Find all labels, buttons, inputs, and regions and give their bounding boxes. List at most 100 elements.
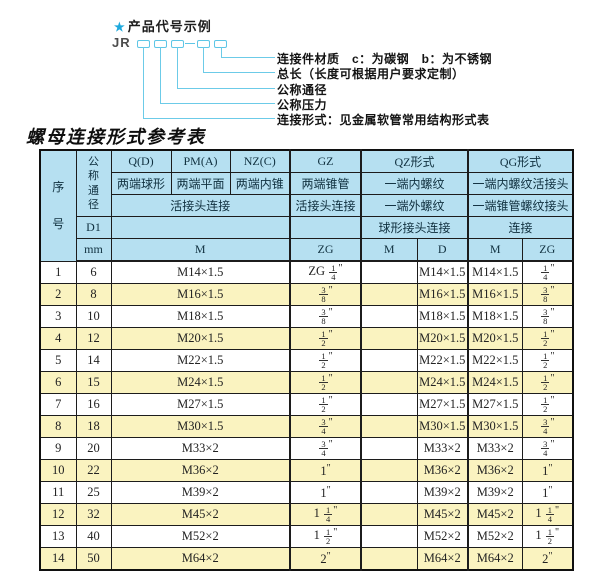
header-gz: GZ (289, 149, 362, 173)
product-code-diagram: ★ 产品代号示例 JR 连接件材质 c：为碳钢 b：为不锈钢 总长（长度可根据用户… (0, 0, 600, 145)
cell-qg_m: M33×2 (467, 437, 523, 460)
table-row: 5 14 M22×1.5 1 2 " M22×1.5 M22×1.5 1 2 " (39, 349, 574, 372)
cell-qg_m: M64×2 (467, 547, 523, 571)
table-row: 13 40 M52×2 1 1 2 " M52×2 M52×2 1 1 2 " (39, 525, 574, 548)
cell-qz_m (360, 459, 418, 482)
cell-dn: 14 (75, 349, 112, 372)
cell-qg_zg: 3 8 " (521, 305, 574, 328)
cell-qg_zg: 1 1 2 " (521, 525, 574, 548)
nut-connection-table: 序号 公称通径 Q(D) PM(A) NZ(C) GZ QZ形式 QG形式 两端… (39, 149, 574, 571)
cell-seq: 5 (39, 349, 77, 372)
cell-gz: 1" (289, 481, 362, 504)
cell-qz_m (360, 371, 418, 394)
cell-qz_d: M18×1.5 (416, 305, 469, 328)
cell-dn: 10 (75, 305, 112, 328)
cell-qg_zg: 1 2 " (521, 327, 574, 350)
cell-m: M16×1.5 (110, 283, 291, 306)
cell-qg_m: M27×1.5 (467, 393, 523, 416)
cell-qz_d: M39×2 (416, 481, 469, 504)
cell-gz: ZG 1 4 " (289, 260, 362, 284)
table-row: 9 20 M33×2 3 4 " M33×2 M33×2 3 4 " (39, 437, 574, 460)
header-unit-qg-zg: ZG (521, 238, 574, 262)
cell-gz: 3 4 " (289, 415, 362, 438)
cell-seq: 12 (39, 503, 77, 526)
cell-m: M20×1.5 (110, 327, 291, 350)
label-pressure: 公称压力 (277, 98, 328, 112)
table-title: 螺母连接形式参考表 (26, 127, 206, 147)
header-gz-conn: 活接头连接 (289, 194, 362, 217)
cell-seq: 2 (39, 283, 77, 306)
cell-qz_m (360, 481, 418, 504)
header-row-4: D1 球形接头连接 连接 (40, 216, 574, 239)
diagram-title: ★ 产品代号示例 (114, 16, 212, 35)
table-row: 8 18 M30×1.5 3 4 " M30×1.5 M30×1.5 3 4 " (39, 415, 574, 438)
cell-qz_m (360, 349, 418, 372)
cell-qz_m (360, 415, 418, 438)
cell-qg_m: M36×2 (467, 459, 523, 482)
code-prefix: JR (112, 35, 131, 50)
connector-line-form (143, 47, 275, 119)
table-row: 2 8 M16×1.5 3 8 " M16×1.5 M16×1.5 3 8 " (39, 283, 574, 306)
cell-m: M30×1.5 (110, 415, 291, 438)
cell-gz: 1 2 " (289, 371, 362, 394)
cell-dn: 6 (75, 260, 112, 284)
header-unit-qz-d: D (416, 238, 469, 262)
cell-qz_d: M64×2 (416, 547, 469, 571)
header-empty-gz (289, 216, 362, 239)
cell-qg_m: M30×1.5 (467, 415, 523, 438)
header-qg-conn2: 连接 (467, 216, 574, 239)
cell-qz_m (360, 393, 418, 416)
cell-dn: 15 (75, 371, 112, 394)
cell-qg_m: M39×2 (467, 481, 523, 504)
star-icon: ★ (114, 20, 126, 34)
header-nz-c: NZ(C) (229, 149, 291, 173)
table-row: 4 12 M20×1.5 1 2 " M20×1.5 M20×1.5 1 2 " (39, 327, 574, 350)
cell-qg_zg: 3 8 " (521, 283, 574, 306)
cell-dn: 32 (75, 503, 112, 526)
header-qg-ends: 一端内螺纹活接头 (467, 172, 574, 195)
cell-m: M33×2 (110, 437, 291, 460)
cell-dn: 18 (75, 415, 112, 438)
cell-qg_zg: 1 2 " (521, 371, 574, 394)
cell-seq: 1 (39, 260, 77, 284)
table-row: 11 25 M39×2 1" M39×2 M39×2 1" (39, 481, 574, 504)
cell-m: M39×2 (110, 481, 291, 504)
cell-qg_zg: 3 4 " (521, 437, 574, 460)
cell-qz_m (360, 305, 418, 328)
code-box-5 (214, 40, 227, 48)
cell-dn: 50 (75, 547, 112, 571)
cell-qz_d: M14×1.5 (416, 260, 469, 284)
cell-qz_d: M33×2 (416, 437, 469, 460)
header-pm-ends: 两端平面 (170, 172, 231, 195)
cell-qg_m: M52×2 (467, 525, 523, 548)
cell-seq: 4 (39, 327, 77, 350)
cell-dn: 12 (75, 327, 112, 350)
header-qg-form: QG形式 (467, 149, 574, 173)
cell-qz_m (360, 503, 418, 526)
connector-line-material (221, 47, 275, 58)
header-row-3: 活接头连接 活接头连接 一端外螺纹 一端锥管螺纹接头 (40, 194, 574, 217)
cell-qg_m: M22×1.5 (467, 349, 523, 372)
header-row-2: 两端球形 两端平面 两端内锥 两端锥管 一端内螺纹 一端内螺纹活接头 (40, 172, 574, 195)
header-qz-ends: 一端内螺纹 (360, 172, 469, 195)
cell-qz_d: M36×2 (416, 459, 469, 482)
cell-qg_m: M16×1.5 (467, 283, 523, 306)
cell-gz: 3 8 " (289, 283, 362, 306)
cell-qg_zg: 1 1 4 " (521, 503, 574, 526)
table-row: 1 6 M14×1.5 ZG 1 4 " M14×1.5 M14×1.5 1 4 " (39, 260, 574, 284)
connector-line-length (203, 47, 275, 73)
header-unit-m: M (110, 238, 291, 262)
cell-dn: 16 (75, 393, 112, 416)
cell-qz_d: M45×2 (416, 503, 469, 526)
cell-gz: 1 2 " (289, 349, 362, 372)
connector-line-diameter (177, 47, 275, 89)
header-q-ends: 两端球形 (110, 172, 172, 195)
cell-qz_m (360, 283, 418, 306)
table-row: 12 32 M45×2 1 1 4 " M45×2 M45×2 1 1 4 " (39, 503, 574, 526)
table-row: 10 22 M36×2 1" M36×2 M36×2 1" (39, 459, 574, 482)
header-unit-zg: ZG (289, 238, 362, 262)
header-seq: 序号 (39, 149, 77, 262)
cell-gz: 1 2 " (289, 393, 362, 416)
cell-qz_m (360, 260, 418, 284)
